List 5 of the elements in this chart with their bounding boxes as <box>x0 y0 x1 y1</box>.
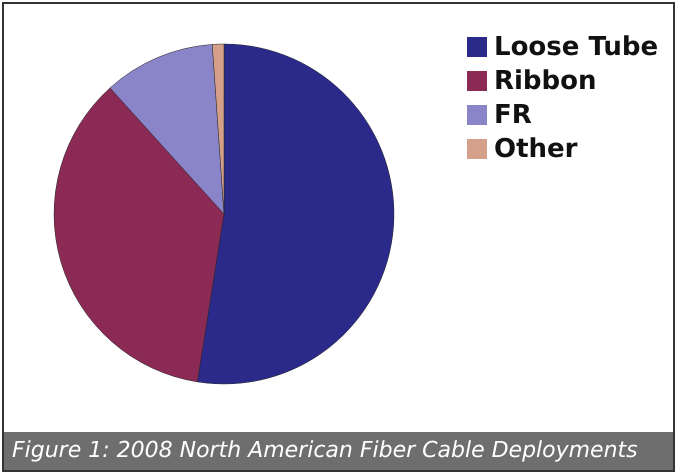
caption: Figure 1: 2008 North American Fiber Cable Deployments <box>4 432 673 470</box>
legend-label: Other <box>494 134 578 164</box>
legend-label: FR <box>494 100 532 130</box>
legend-label: Loose Tube <box>494 32 658 62</box>
legend-label: Ribbon <box>494 66 597 96</box>
